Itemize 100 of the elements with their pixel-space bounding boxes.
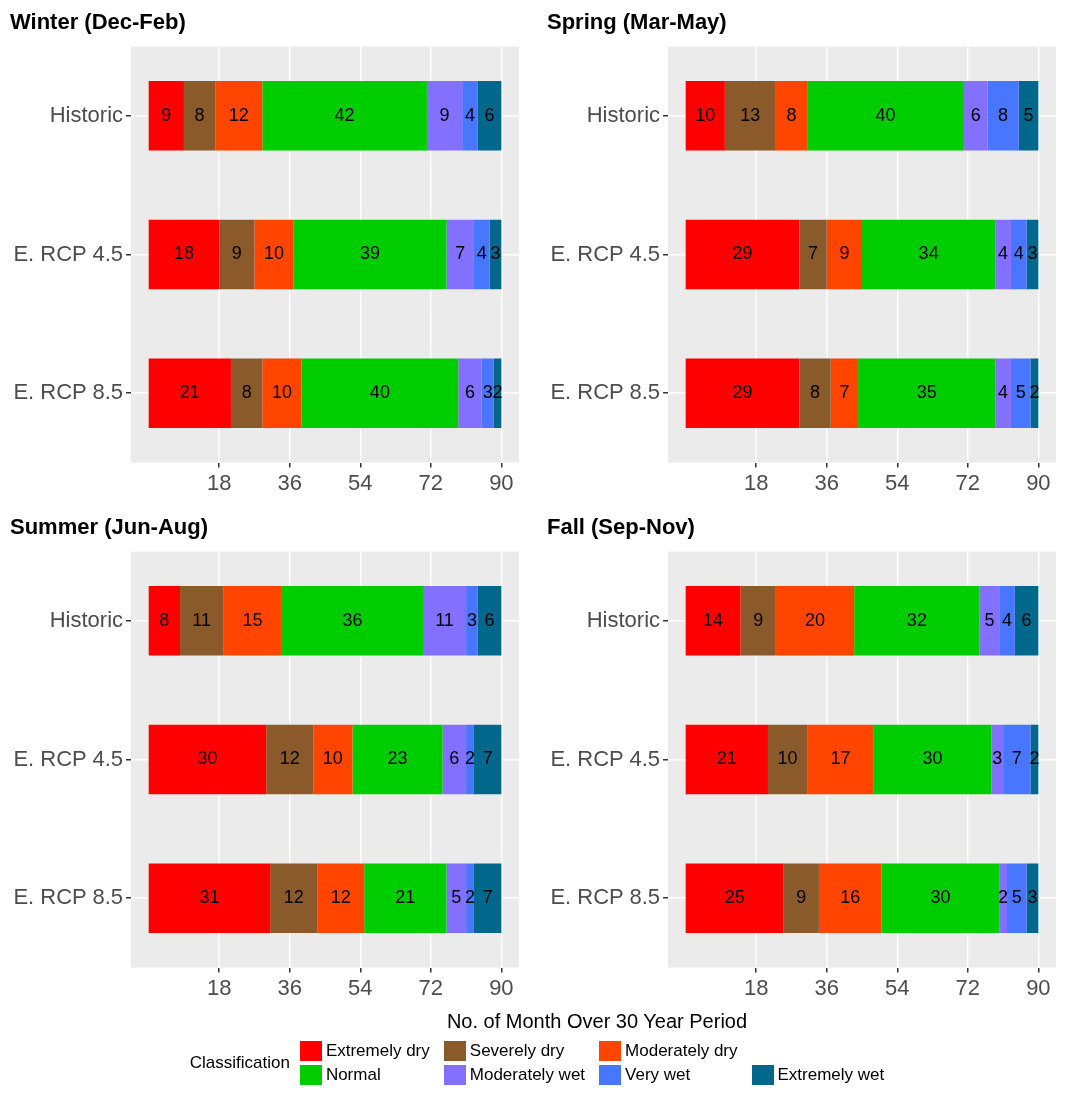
data-label: 11 (192, 609, 211, 630)
bar (775, 586, 855, 656)
bar (422, 586, 467, 656)
y-tick-label: E. RCP 8.5 (13, 884, 124, 910)
data-label: 7 (839, 382, 850, 403)
bar (148, 358, 231, 428)
bar (979, 586, 1000, 656)
x-tick-label: 72 (955, 974, 981, 1000)
data-label: 8 (159, 609, 170, 630)
data-label: 5 (1015, 382, 1026, 403)
bar (854, 586, 980, 656)
data-label: 7 (482, 748, 493, 769)
data-label: 15 (242, 609, 263, 630)
bar (999, 863, 1008, 933)
chart-title: Fall (Sep-Nov) (547, 514, 695, 540)
x-tick-label: 18 (206, 974, 232, 1000)
data-label: 6 (1021, 609, 1032, 630)
bar (477, 586, 502, 656)
x-tick-label: 18 (206, 469, 232, 495)
bar (352, 724, 443, 795)
bar (458, 358, 482, 428)
data-label: 5 (1023, 104, 1034, 125)
data-label: 9 (796, 887, 807, 908)
y-tick-label: Historic (49, 101, 124, 127)
data-label: 8 (809, 382, 820, 403)
data-label: 3 (1027, 887, 1038, 908)
chart-title: Spring (Mar-May) (547, 9, 727, 35)
data-label: 25 (724, 887, 745, 908)
bar (183, 81, 216, 151)
data-label: 2 (998, 887, 1009, 908)
x-tick-label: 54 (348, 974, 373, 1000)
y-tick-label: Historic (49, 606, 124, 632)
bar (301, 358, 459, 428)
data-label: 21 (395, 887, 416, 908)
chart-title: Winter (Dec-Feb) (10, 9, 186, 35)
bar (262, 358, 302, 428)
y-tick-label: E. RCP 8.5 (13, 379, 124, 405)
bar (807, 724, 874, 795)
data-label: 5 (1011, 887, 1022, 908)
bar (783, 863, 819, 933)
y-tick-label: E. RCP 4.5 (13, 240, 124, 266)
bar (426, 81, 463, 151)
data-label: 10 (777, 748, 798, 769)
bar (858, 358, 996, 428)
bar (685, 81, 725, 151)
x-tick-label: 90 (489, 974, 514, 1000)
data-label: 12 (279, 748, 300, 769)
legend-label: Moderately dry (625, 1041, 738, 1061)
x-tick-label: 90 (489, 469, 514, 495)
data-label: 10 (322, 748, 343, 769)
bar (473, 724, 502, 795)
data-label: 10 (695, 104, 716, 125)
bar (862, 219, 996, 290)
data-label: 40 (875, 104, 896, 125)
bar (254, 219, 294, 290)
data-label: 30 (197, 748, 218, 769)
bar (999, 586, 1015, 656)
x-tick-label: 36 (277, 469, 302, 495)
data-label: 21 (179, 382, 200, 403)
data-label: 2 (465, 887, 476, 908)
y-tick-label: E. RCP 4.5 (550, 240, 661, 266)
x-tick-label: 36 (814, 974, 839, 1000)
bar (1007, 863, 1027, 933)
bar (963, 81, 988, 151)
data-label: 10 (264, 243, 285, 264)
data-label: 29 (732, 382, 753, 403)
data-label: 13 (740, 104, 761, 125)
data-label: 36 (342, 609, 363, 630)
data-label: 6 (970, 104, 981, 125)
bar (262, 81, 427, 151)
data-label: 4 (998, 382, 1009, 403)
bar (1018, 81, 1039, 151)
bar (873, 724, 992, 795)
data-label: 17 (830, 748, 851, 769)
data-label: 32 (906, 609, 927, 630)
bar (685, 863, 784, 933)
bar (1010, 219, 1027, 290)
data-label: 14 (703, 609, 724, 630)
x-tick-label: 90 (1026, 974, 1051, 1000)
bar (281, 586, 423, 656)
data-label: 7 (808, 243, 819, 264)
data-label: 16 (840, 887, 861, 908)
data-label: 7 (455, 243, 466, 264)
data-label: 3 (466, 609, 477, 630)
x-tick-label: 72 (418, 974, 444, 1000)
data-label: 18 (173, 243, 194, 264)
data-label: 20 (804, 609, 826, 630)
bar (364, 863, 447, 933)
x-tick-label: 18 (743, 469, 769, 495)
bar (466, 586, 478, 656)
data-label: 2 (465, 748, 476, 769)
bar (1014, 586, 1039, 656)
data-label: 9 (161, 104, 172, 125)
y-tick-label: E. RCP 4.5 (550, 745, 661, 771)
bar (180, 586, 224, 656)
data-label: 35 (916, 382, 937, 403)
data-label: 40 (369, 382, 390, 403)
bar (830, 358, 859, 428)
y-tick-label: E. RCP 4.5 (13, 745, 124, 771)
bar (462, 81, 478, 151)
